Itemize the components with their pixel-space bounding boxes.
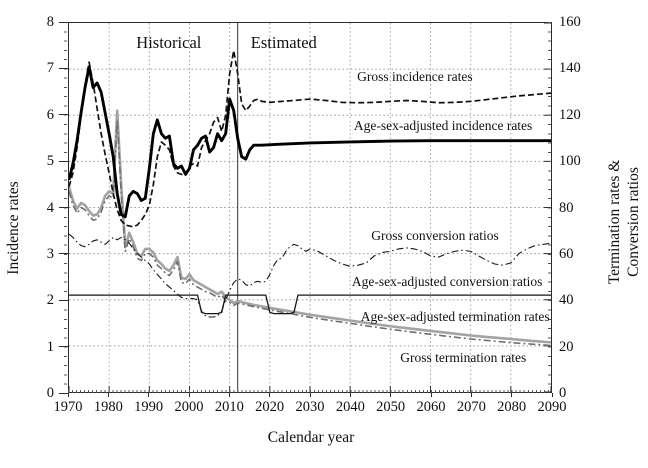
x-tick-label: 2090 <box>537 399 567 415</box>
x-tick-label: 1980 <box>93 399 123 415</box>
x-tick-label: 2010 <box>214 399 244 415</box>
right-axis-title: Termination rates & Conversion ratios <box>605 160 643 285</box>
left-major-tick <box>59 299 68 301</box>
right-tick-label: 80 <box>559 199 574 216</box>
right-tick-label: 140 <box>559 60 581 77</box>
left-major-tick <box>59 253 68 255</box>
left-major-tick <box>59 67 68 69</box>
left-major-tick <box>59 160 68 162</box>
x-major-tick-stub <box>470 393 472 397</box>
right-tick-label: 40 <box>559 292 574 309</box>
left-major-tick <box>59 21 68 23</box>
x-tick-label: 2020 <box>255 399 285 415</box>
left-major-tick <box>59 114 68 116</box>
right-tick-label: 20 <box>559 338 574 355</box>
chart-annotation: Gross incidence rates <box>357 68 473 84</box>
left-tick-label: 3 <box>46 245 54 262</box>
x-major-tick-stub <box>309 393 311 397</box>
x-tick-label: 1970 <box>53 399 83 415</box>
x-major-tick-stub <box>67 393 69 397</box>
left-major-tick <box>59 346 68 348</box>
chart-annotation: Age-sex-adjusted termination rates <box>360 308 550 324</box>
right-tick-label: 0 <box>559 385 567 401</box>
x-major-tick-stub <box>349 393 351 397</box>
right-axis-minor-ticks <box>548 22 551 393</box>
chart-annotation: Age-sex-adjusted conversion ratios <box>351 274 543 290</box>
plot-area <box>68 22 552 393</box>
left-tick-label: 6 <box>46 106 54 123</box>
x-major-tick-stub <box>188 393 190 397</box>
x-tick-label: 1990 <box>134 399 164 415</box>
x-tick-label: 2070 <box>456 399 486 415</box>
x-tick-label: 2050 <box>376 399 406 415</box>
left-tick-label: 5 <box>46 153 54 170</box>
left-tick-label: 4 <box>46 199 54 216</box>
right-tick-label: 60 <box>559 245 574 262</box>
right-tick-label: 100 <box>559 153 581 170</box>
chart-annotation: Estimated <box>250 32 317 52</box>
left-tick-label: 2 <box>46 292 54 309</box>
chart-annotation: Historical <box>136 32 202 52</box>
x-major-tick-stub <box>107 393 109 397</box>
x-major-tick-stub <box>228 393 230 397</box>
left-tick-label: 8 <box>46 14 54 30</box>
x-tick-label: 2030 <box>295 399 325 415</box>
chart-annotation: Gross termination rates <box>400 349 527 365</box>
right-axis-title-line2: Conversion ratios <box>625 167 642 277</box>
x-axis-minor-ticks <box>68 390 552 393</box>
series-gross-conversion-ratios <box>69 233 551 318</box>
plot-svg <box>69 23 551 392</box>
x-tick-label: 2060 <box>416 399 446 415</box>
left-tick-label: 1 <box>46 338 54 355</box>
x-tick-label: 2000 <box>174 399 204 415</box>
x-tick-label: 2040 <box>335 399 365 415</box>
series-age-sex-adjusted-conversion-ratios <box>69 294 551 315</box>
right-tick-label: 120 <box>559 106 581 123</box>
x-major-tick-stub <box>430 393 432 397</box>
x-major-tick-stub <box>148 393 150 397</box>
x-major-tick-stub <box>269 393 271 397</box>
chart-annotation: Age-sex-adjusted incidence rates <box>353 117 533 133</box>
x-major-tick-stub <box>511 393 513 397</box>
x-major-tick-stub <box>390 393 392 397</box>
x-tick-label: 2080 <box>497 399 527 415</box>
series-age-sex-adjusted-termination-rates <box>69 109 551 344</box>
left-tick-label: 0 <box>46 385 54 401</box>
left-major-tick <box>59 207 68 208</box>
left-major-tick <box>59 392 68 394</box>
series-gross-incidence-rates <box>69 49 551 228</box>
left-tick-label: 7 <box>46 60 54 77</box>
series-gross-termination-rates <box>69 119 551 347</box>
x-major-tick-stub <box>551 393 553 397</box>
right-axis-title-line1: Termination rates & <box>606 159 623 285</box>
right-tick-label: 160 <box>559 14 581 30</box>
chart-annotation: Gross conversion ratios <box>371 228 499 244</box>
series-age-sex-adjusted-incidence-rates <box>69 65 551 219</box>
x-axis-title: Calendar year <box>267 429 355 446</box>
